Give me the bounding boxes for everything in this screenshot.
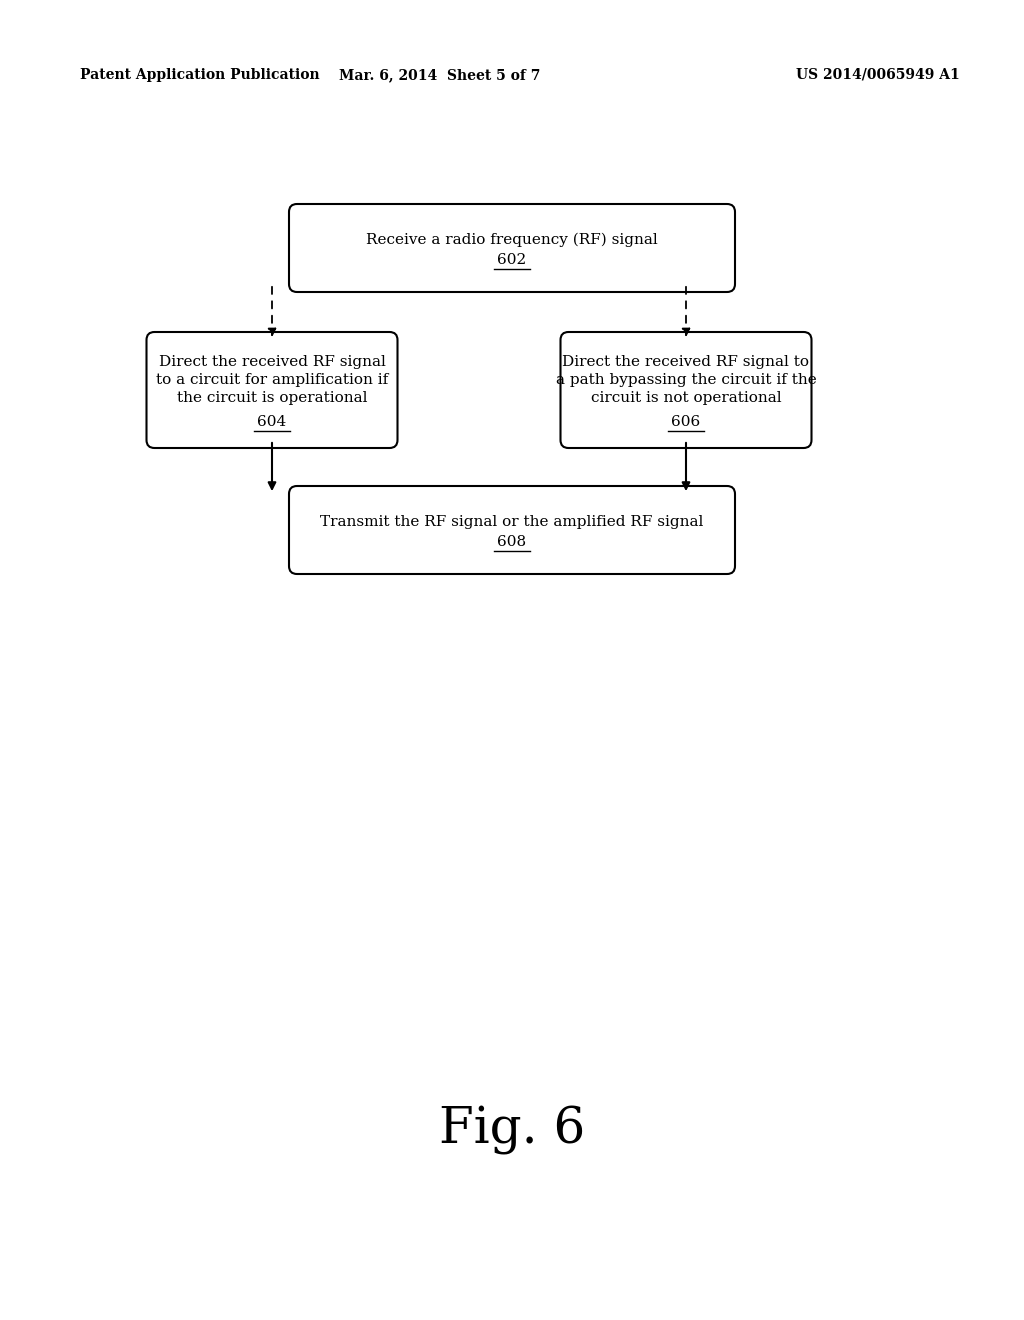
Text: Fig. 6: Fig. 6 xyxy=(439,1105,585,1155)
Text: Transmit the RF signal or the amplified RF signal: Transmit the RF signal or the amplified … xyxy=(321,515,703,529)
Text: 608: 608 xyxy=(498,535,526,549)
FancyBboxPatch shape xyxy=(560,333,811,447)
Text: 602: 602 xyxy=(498,253,526,267)
Text: Mar. 6, 2014  Sheet 5 of 7: Mar. 6, 2014 Sheet 5 of 7 xyxy=(339,69,541,82)
FancyBboxPatch shape xyxy=(289,486,735,574)
Text: Direct the received RF signal to
a path bypassing the circuit if the
circuit is : Direct the received RF signal to a path … xyxy=(556,355,816,405)
Text: Receive a radio frequency (RF) signal: Receive a radio frequency (RF) signal xyxy=(367,232,657,247)
Text: 606: 606 xyxy=(672,414,700,429)
Text: Direct the received RF signal
to a circuit for amplification if
the circuit is o: Direct the received RF signal to a circu… xyxy=(156,355,388,405)
Text: US 2014/0065949 A1: US 2014/0065949 A1 xyxy=(797,69,961,82)
Text: Patent Application Publication: Patent Application Publication xyxy=(80,69,319,82)
FancyBboxPatch shape xyxy=(146,333,397,447)
Text: 604: 604 xyxy=(257,414,287,429)
FancyBboxPatch shape xyxy=(289,205,735,292)
